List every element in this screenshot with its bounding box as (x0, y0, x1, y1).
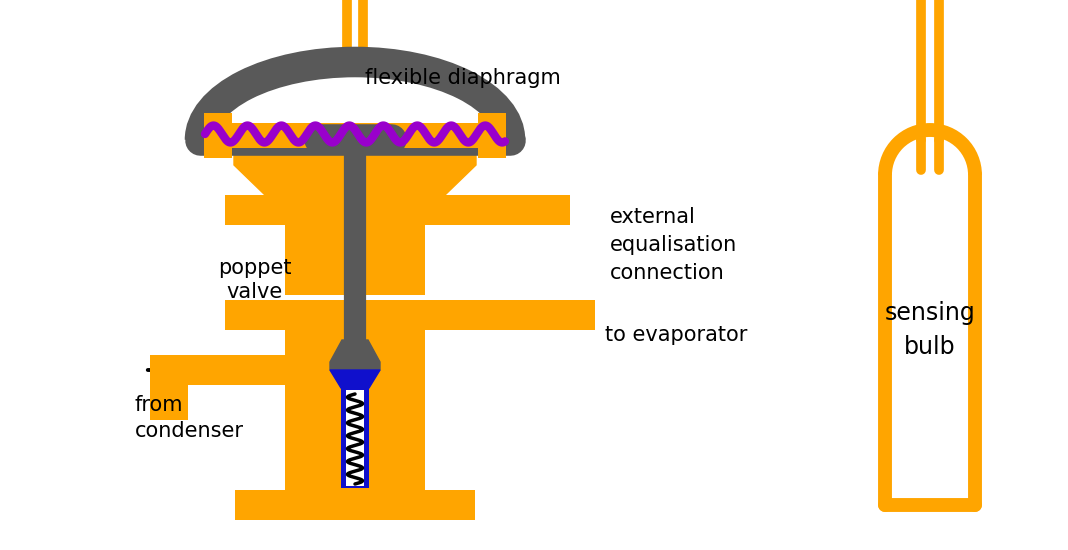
Polygon shape (330, 340, 380, 370)
Text: flexible diaphragm: flexible diaphragm (365, 68, 561, 88)
Bar (485, 195, 570, 225)
Bar (346, 390, 364, 486)
Text: external
equalisation
connection: external equalisation connection (610, 207, 737, 283)
Bar (478, 113, 506, 157)
Bar (150, 355, 285, 385)
Bar (285, 385, 425, 490)
Polygon shape (330, 370, 380, 388)
Bar (150, 355, 188, 420)
Text: sensing
bulb: sensing bulb (884, 301, 975, 359)
Bar (225, 195, 485, 225)
Text: poppet
valve: poppet valve (218, 258, 292, 301)
Polygon shape (234, 135, 285, 195)
Polygon shape (425, 135, 476, 195)
Bar (225, 300, 485, 330)
Text: to evaporator: to evaporator (604, 325, 748, 345)
Bar (204, 113, 232, 157)
Text: from
condenser: from condenser (135, 395, 244, 442)
Bar (285, 225, 425, 295)
Bar (285, 330, 425, 385)
Bar (206, 123, 504, 148)
Bar (485, 300, 595, 330)
Bar (341, 388, 370, 488)
Bar (206, 126, 504, 148)
Bar (285, 135, 425, 195)
Bar (235, 490, 475, 520)
